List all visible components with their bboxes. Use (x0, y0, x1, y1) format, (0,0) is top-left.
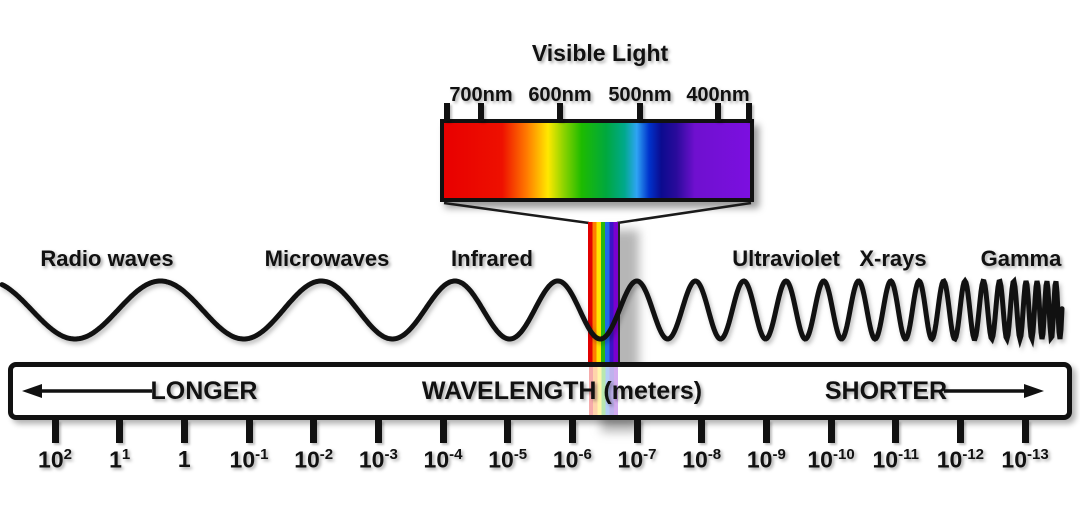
funnel-line-left (443, 201, 590, 225)
visible-light-tick-label: 500nm (608, 84, 672, 106)
axis-tick (374, 420, 382, 443)
visible-light-strip (588, 222, 620, 363)
axis-scale-label: 102 (38, 446, 72, 473)
visible-light-tick-label: 600nm (528, 84, 592, 106)
axis-scale-label: 10-2 (294, 446, 334, 473)
region-label: Infrared (451, 246, 533, 271)
region-label: Gamma (980, 246, 1062, 271)
visible-light-tick-label: 400nm (686, 84, 750, 106)
axis-tick (956, 420, 964, 443)
longer-label: LONGER (150, 377, 258, 405)
visible-light-tick-label: 700nm (449, 84, 513, 106)
axis-scale-label: 10-1 (229, 446, 269, 473)
visible-light-title: Visible Light (531, 40, 669, 66)
visible-light-tick (557, 103, 563, 121)
axis-scale-label: 11 (109, 446, 131, 473)
shorter-arrowhead-icon (1024, 384, 1044, 398)
longer-arrowhead-icon (22, 384, 42, 398)
visible-light-tick (746, 103, 752, 121)
axis-tick (180, 420, 188, 443)
axis-tick (1021, 420, 1029, 443)
axis-tick (892, 420, 900, 443)
axis-tick (51, 420, 59, 443)
region-label: X-rays (859, 246, 927, 271)
visible-light-tick (478, 103, 484, 121)
wavelength-axis-bar (8, 362, 1072, 420)
axis-tick (762, 420, 770, 443)
axis-scale-label: 10-8 (682, 446, 722, 473)
axis-tick (698, 420, 706, 443)
region-label: Microwaves (264, 246, 390, 271)
axis-tick (633, 420, 641, 443)
visible-light-strip-faded (589, 367, 618, 415)
axis-scale-label: 10-4 (423, 446, 463, 473)
axis-tick (504, 420, 512, 443)
axis-tick (439, 420, 447, 443)
visible-light-tick (637, 103, 643, 121)
axis-scale-label: 10-9 (746, 446, 786, 473)
axis-scale-label: 10-6 (552, 446, 592, 473)
region-label: Radio waves (40, 246, 174, 271)
axis-tick (116, 420, 124, 443)
axis-tick (310, 420, 318, 443)
axis-scale-label: 1 (177, 446, 191, 472)
visible-light-tick (444, 103, 450, 121)
visible-spectrum-bar (440, 119, 754, 202)
axis-tick (827, 420, 835, 443)
funnel-line-right (616, 201, 752, 225)
axis-scale-label: 10-11 (872, 446, 919, 473)
axis-scale-label: 10-13 (1001, 446, 1049, 473)
visible-light-tick (715, 103, 721, 121)
em-wave-path (0, 276, 1065, 349)
shorter-label: SHORTER (824, 377, 948, 405)
axis-scale-label: 10-12 (936, 446, 985, 473)
axis-scale-label: 10-7 (617, 446, 657, 473)
wavelength-meters-label: WAVELENGTH (meters) (421, 377, 703, 405)
axis-tick (245, 420, 253, 443)
axis-scale-label: 10-10 (807, 446, 855, 473)
axis-scale-label: 10-5 (488, 446, 528, 473)
axis-scale-label: 10-3 (358, 446, 398, 473)
region-label: Ultraviolet (732, 246, 840, 271)
axis-tick (568, 420, 576, 443)
